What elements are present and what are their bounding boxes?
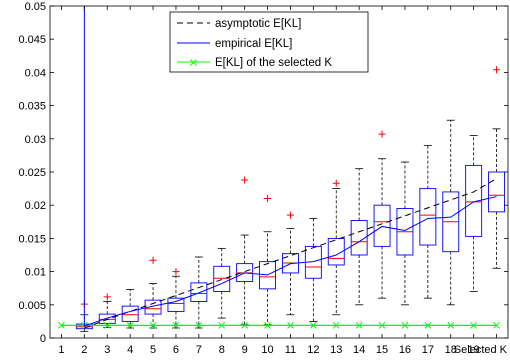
- box-14-box: [350, 220, 368, 256]
- series-selected-k-marker-16: [401, 322, 409, 329]
- y-tick-label-7: 0.035: [18, 101, 46, 113]
- x-tick-label-19: 19: [468, 344, 480, 356]
- box-20-box: [488, 171, 505, 213]
- legend: asymptotic E[KL] empirical E[KL] E[KL] o…: [169, 11, 369, 73]
- series-selected-k-marker-4: [126, 322, 134, 329]
- x-tick-label-14: 14: [353, 344, 365, 356]
- series-selected-k-marker-19: [470, 322, 478, 329]
- axis-layer: 0 0.005 0.01 0.015 0.02 0.025 0.03 0.035 0.04 0.0…: [18, 1, 509, 356]
- box-9-outlier-0: [241, 176, 249, 184]
- series-selected-k-marker-17: [424, 322, 432, 329]
- x-tick-label-4: 4: [127, 344, 133, 356]
- box-3-outlier-0: [103, 293, 111, 301]
- y-tick-label-8: 0.04: [25, 67, 46, 79]
- plot-layer: [58, 6, 508, 332]
- y-tick-label-2: 0.01: [25, 267, 46, 279]
- x-tick-label-18: 18: [445, 344, 457, 356]
- box-11-outlier-0: [286, 211, 294, 219]
- plot-content: [58, 6, 508, 332]
- box-5-outlier-0: [149, 256, 157, 264]
- series-selected-k-marker-3: [103, 322, 111, 329]
- series-empirical-line: [83, 6, 497, 327]
- y-tick-label-9: 0.045: [18, 34, 46, 46]
- box-5-box: [144, 299, 162, 315]
- legend-swatch-selected-marker: [190, 59, 197, 66]
- series-selected-k-marker-14: [355, 322, 363, 329]
- x-tick-label-11: 11: [285, 344, 296, 356]
- y-tick-label-4: 0.02: [25, 200, 46, 212]
- series-selected-k-marker-7: [195, 322, 203, 329]
- y-tick-label-10: 0.05: [25, 1, 46, 13]
- series-selected-k-marker-12: [309, 322, 317, 329]
- series-selected-k-marker-18: [447, 322, 455, 329]
- x-tick-label-12: 12: [307, 344, 319, 356]
- box-15-box: [373, 204, 391, 247]
- box-6-outlier-0: [172, 268, 180, 276]
- series-selected-k-marker-8: [218, 322, 226, 329]
- y-tick-label-3: 0.015: [18, 233, 46, 245]
- x-tick-label-2: 2: [81, 344, 87, 356]
- x-tick-label-1: 1: [58, 344, 64, 356]
- box-6-box: [167, 297, 185, 312]
- legend-label-selected: E[KL] of the selected K: [215, 57, 332, 69]
- x-tick-label-13: 13: [330, 344, 342, 356]
- x-tick-label-8: 8: [219, 344, 225, 356]
- x-tick-label-7: 7: [196, 344, 202, 356]
- series-selected-k-marker-5: [149, 322, 157, 329]
- box-7-box: [190, 282, 208, 302]
- box-13-outlier-0: [332, 179, 340, 187]
- y-tick-label-6: 0.03: [25, 134, 46, 146]
- series-asymptotic-line: [84, 178, 497, 329]
- x-tick-label-15: 15: [376, 344, 388, 356]
- series-selected-k-marker-9: [241, 322, 249, 329]
- series-selected-k-marker-11: [287, 322, 294, 329]
- series-selected-k-marker-15: [378, 322, 386, 329]
- box-15-outlier-0: [378, 130, 386, 138]
- legend-label-empirical: empirical E[KL]: [215, 38, 292, 50]
- series-selected-k-marker-13: [332, 322, 340, 329]
- x-tick-label-6: 6: [173, 344, 179, 356]
- box-13-box: [327, 237, 345, 266]
- series-selected-k-marker-6: [172, 322, 180, 329]
- box-8-box: [213, 265, 231, 292]
- box-10-box: [259, 261, 276, 290]
- box-3-box: [98, 313, 116, 324]
- y-tick-label-0: 0: [40, 333, 46, 345]
- series-selected-k-marker-1: [58, 322, 65, 329]
- x-tick-label-9: 9: [242, 344, 248, 356]
- series-selected-k-marker-10: [264, 322, 271, 329]
- y-tick-label-5: 0.025: [18, 167, 46, 179]
- x-tick-label-5: 5: [150, 344, 156, 356]
- x-tick-label-3: 3: [104, 344, 110, 356]
- series-selected-k-marker-20: [493, 322, 500, 329]
- x-tick-label-20: Selected K: [454, 344, 508, 356]
- box-10-outlier-0: [264, 195, 272, 203]
- legend-label-asymptotic: asymptotic E[KL]: [215, 18, 301, 30]
- box-17-box: [419, 188, 437, 246]
- x-tick-label-16: 16: [399, 344, 411, 356]
- box-20-outlier-0: [493, 66, 501, 74]
- x-tick-label-17: 17: [422, 344, 434, 356]
- y-tick-label-1: 0.005: [18, 300, 46, 312]
- x-tick-label-10: 10: [261, 344, 273, 356]
- box-19-box: [465, 164, 483, 237]
